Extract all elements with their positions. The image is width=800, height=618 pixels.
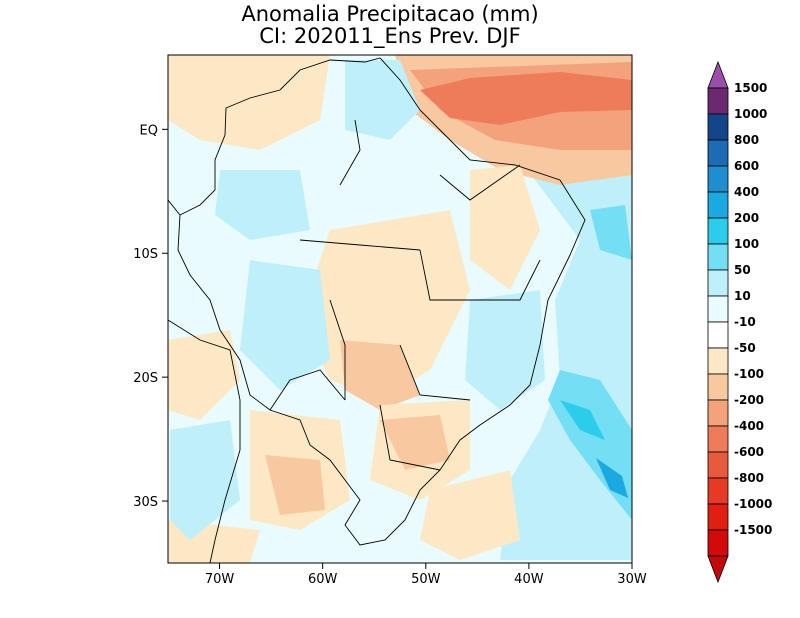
colorbar-label: -600 bbox=[734, 445, 764, 459]
colorbar-swatch bbox=[707, 425, 729, 453]
colorbar-swatch bbox=[707, 139, 729, 167]
x-tick-label: 30W bbox=[617, 572, 647, 587]
country-borders-west bbox=[168, 199, 346, 563]
colorbar-swatch bbox=[707, 451, 729, 479]
colorbar-swatch bbox=[707, 295, 729, 323]
x-tick-label: 70W bbox=[205, 572, 235, 587]
y-tick-label: EQ bbox=[140, 123, 158, 138]
colorbar-label: -1000 bbox=[734, 497, 772, 511]
colorbar-label: 1000 bbox=[734, 107, 767, 121]
colorbar-swatch bbox=[707, 165, 729, 193]
anomaly-patch bbox=[590, 205, 632, 260]
anomaly-patch bbox=[168, 55, 330, 150]
x-tick-label: 40W bbox=[514, 572, 544, 587]
colorbar-label: -400 bbox=[734, 419, 764, 433]
map-title: Anomalia Precipitacao (mm) bbox=[241, 2, 539, 26]
colorbar-label: -1500 bbox=[734, 523, 772, 537]
state-borders bbox=[299, 119, 541, 471]
colorbar-bottom-cap bbox=[707, 555, 729, 584]
anomaly-patch bbox=[240, 260, 330, 390]
anomaly-patch bbox=[420, 470, 520, 560]
longitude-axis: 70W 60W 50W 40W 30W bbox=[205, 563, 647, 587]
colorbar-label: 100 bbox=[734, 237, 759, 251]
colorbar-label: -200 bbox=[734, 393, 764, 407]
colorbar-label: 600 bbox=[734, 159, 759, 173]
colorbar-swatch bbox=[707, 243, 729, 271]
anomaly-patch bbox=[345, 60, 420, 140]
anomaly-patch bbox=[380, 415, 450, 470]
y-tick-label: 10S bbox=[133, 247, 158, 262]
anomaly-patch bbox=[465, 290, 545, 410]
colorbar-label: 10 bbox=[734, 289, 751, 303]
colorbar-swatch bbox=[707, 113, 729, 141]
colorbar-label: -100 bbox=[734, 367, 764, 381]
colorbar-swatch bbox=[707, 217, 729, 245]
colorbar-swatch bbox=[707, 347, 729, 375]
y-tick-label: 30S bbox=[133, 495, 158, 510]
latitude-axis: EQ 10S 20S 30S bbox=[133, 123, 168, 510]
colorbar-swatch bbox=[707, 503, 729, 531]
colorbar-swatch bbox=[707, 191, 729, 219]
map-subtitle: CI: 202011_Ens Prev. DJF bbox=[259, 24, 521, 48]
colorbar-swatch bbox=[707, 399, 729, 427]
colorbar-swatch bbox=[707, 87, 729, 115]
colorbar-swatch bbox=[707, 477, 729, 505]
anomaly-patch bbox=[265, 455, 325, 515]
colorbar-swatch bbox=[707, 529, 729, 557]
colorbar-label: 200 bbox=[734, 211, 759, 225]
x-tick-label: 50W bbox=[411, 572, 441, 587]
anomaly-patch bbox=[168, 330, 240, 420]
x-tick-label: 60W bbox=[308, 572, 338, 587]
anomaly-field bbox=[168, 55, 632, 563]
y-tick-label: 20S bbox=[133, 371, 158, 386]
colorbar-label: 50 bbox=[734, 263, 751, 277]
anomaly-patch bbox=[420, 72, 632, 125]
map-frame bbox=[167, 54, 633, 564]
colorbar-label: 800 bbox=[734, 133, 759, 147]
colorbar-swatch bbox=[707, 321, 729, 349]
brazil-border bbox=[177, 57, 586, 546]
anomaly-patch bbox=[596, 458, 628, 498]
anomaly-patch bbox=[560, 400, 605, 440]
colorbar-label: 1500 bbox=[734, 81, 767, 95]
anomaly-patch bbox=[340, 340, 420, 410]
anomaly-patch bbox=[215, 170, 310, 240]
colorbar-swatch bbox=[707, 269, 729, 297]
colorbar-label: -800 bbox=[734, 471, 764, 485]
colorbar-swatch bbox=[707, 373, 729, 401]
colorbar-label: 400 bbox=[734, 185, 759, 199]
colorbar: 1500 1000 800 600 400 200 100 50 10 -10 -50 -100 -20… bbox=[707, 60, 772, 584]
colorbar-label: -50 bbox=[734, 341, 756, 355]
anomaly-patch bbox=[470, 165, 540, 290]
country-borders bbox=[168, 57, 586, 563]
colorbar-top-cap bbox=[707, 60, 729, 89]
colorbar-label: -10 bbox=[734, 315, 756, 329]
